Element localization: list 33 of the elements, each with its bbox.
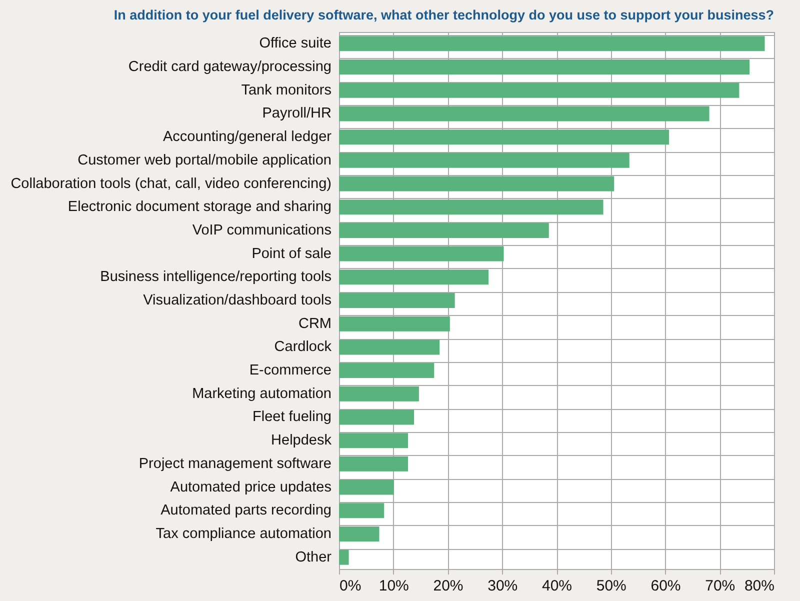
- y-tick-label: Fleet fueling: [252, 409, 332, 426]
- y-tick-label: Automated parts recording: [160, 502, 332, 519]
- y-tick-label: Business intelligence/reporting tools: [100, 269, 332, 286]
- y-tick-label: Payroll/HR: [262, 106, 332, 122]
- y-tick-label: Credit card gateway/processing: [128, 59, 332, 76]
- y-tick-label: Customer web portal/mobile application: [78, 152, 332, 168]
- y-tick-label: Other: [295, 549, 332, 566]
- x-tick-label: 10%: [378, 578, 409, 594]
- x-tick-label: 30%: [488, 578, 518, 594]
- y-tick-label: CRM: [298, 316, 332, 332]
- y-tick-label: Cardlock: [274, 339, 332, 356]
- y-tick-label: Helpdesk: [271, 432, 332, 449]
- y-tick-label: Tank monitors: [241, 82, 332, 98]
- x-tick-label: 20%: [433, 578, 464, 594]
- y-tick-label: Visualization/dashboard tools: [143, 292, 332, 308]
- y-tick-label: Accounting/general ledger: [163, 129, 332, 146]
- x-tick-label: 0%: [340, 578, 362, 594]
- x-tick-label: 80%: [744, 578, 774, 594]
- y-tick-label: Point of sale: [252, 246, 332, 262]
- x-tick-label: 70%: [705, 578, 736, 594]
- y-tick-label: Office suite: [259, 36, 332, 52]
- y-tick-label: VoIP communications: [192, 222, 332, 238]
- y-tick-label: Tax compliance automation: [156, 526, 332, 542]
- chart-title: In addition to your fuel delivery software, what other technology do you use to support your business?: [114, 8, 774, 22]
- y-tick-label: Project management software: [138, 456, 332, 472]
- y-tick-label: Electronic document storage and sharing: [68, 199, 332, 216]
- y-tick-label: Automated price updates: [170, 479, 332, 496]
- x-tick-label: 50%: [596, 578, 626, 594]
- y-tick-label: Collaboration tools (chat, call, video conferencing): [10, 176, 332, 192]
- x-tick-label: 40%: [542, 578, 572, 594]
- y-tick-label: E-commerce: [249, 362, 332, 379]
- y-tick-label: Marketing automation: [192, 386, 332, 402]
- x-tick-label: 60%: [650, 578, 681, 594]
